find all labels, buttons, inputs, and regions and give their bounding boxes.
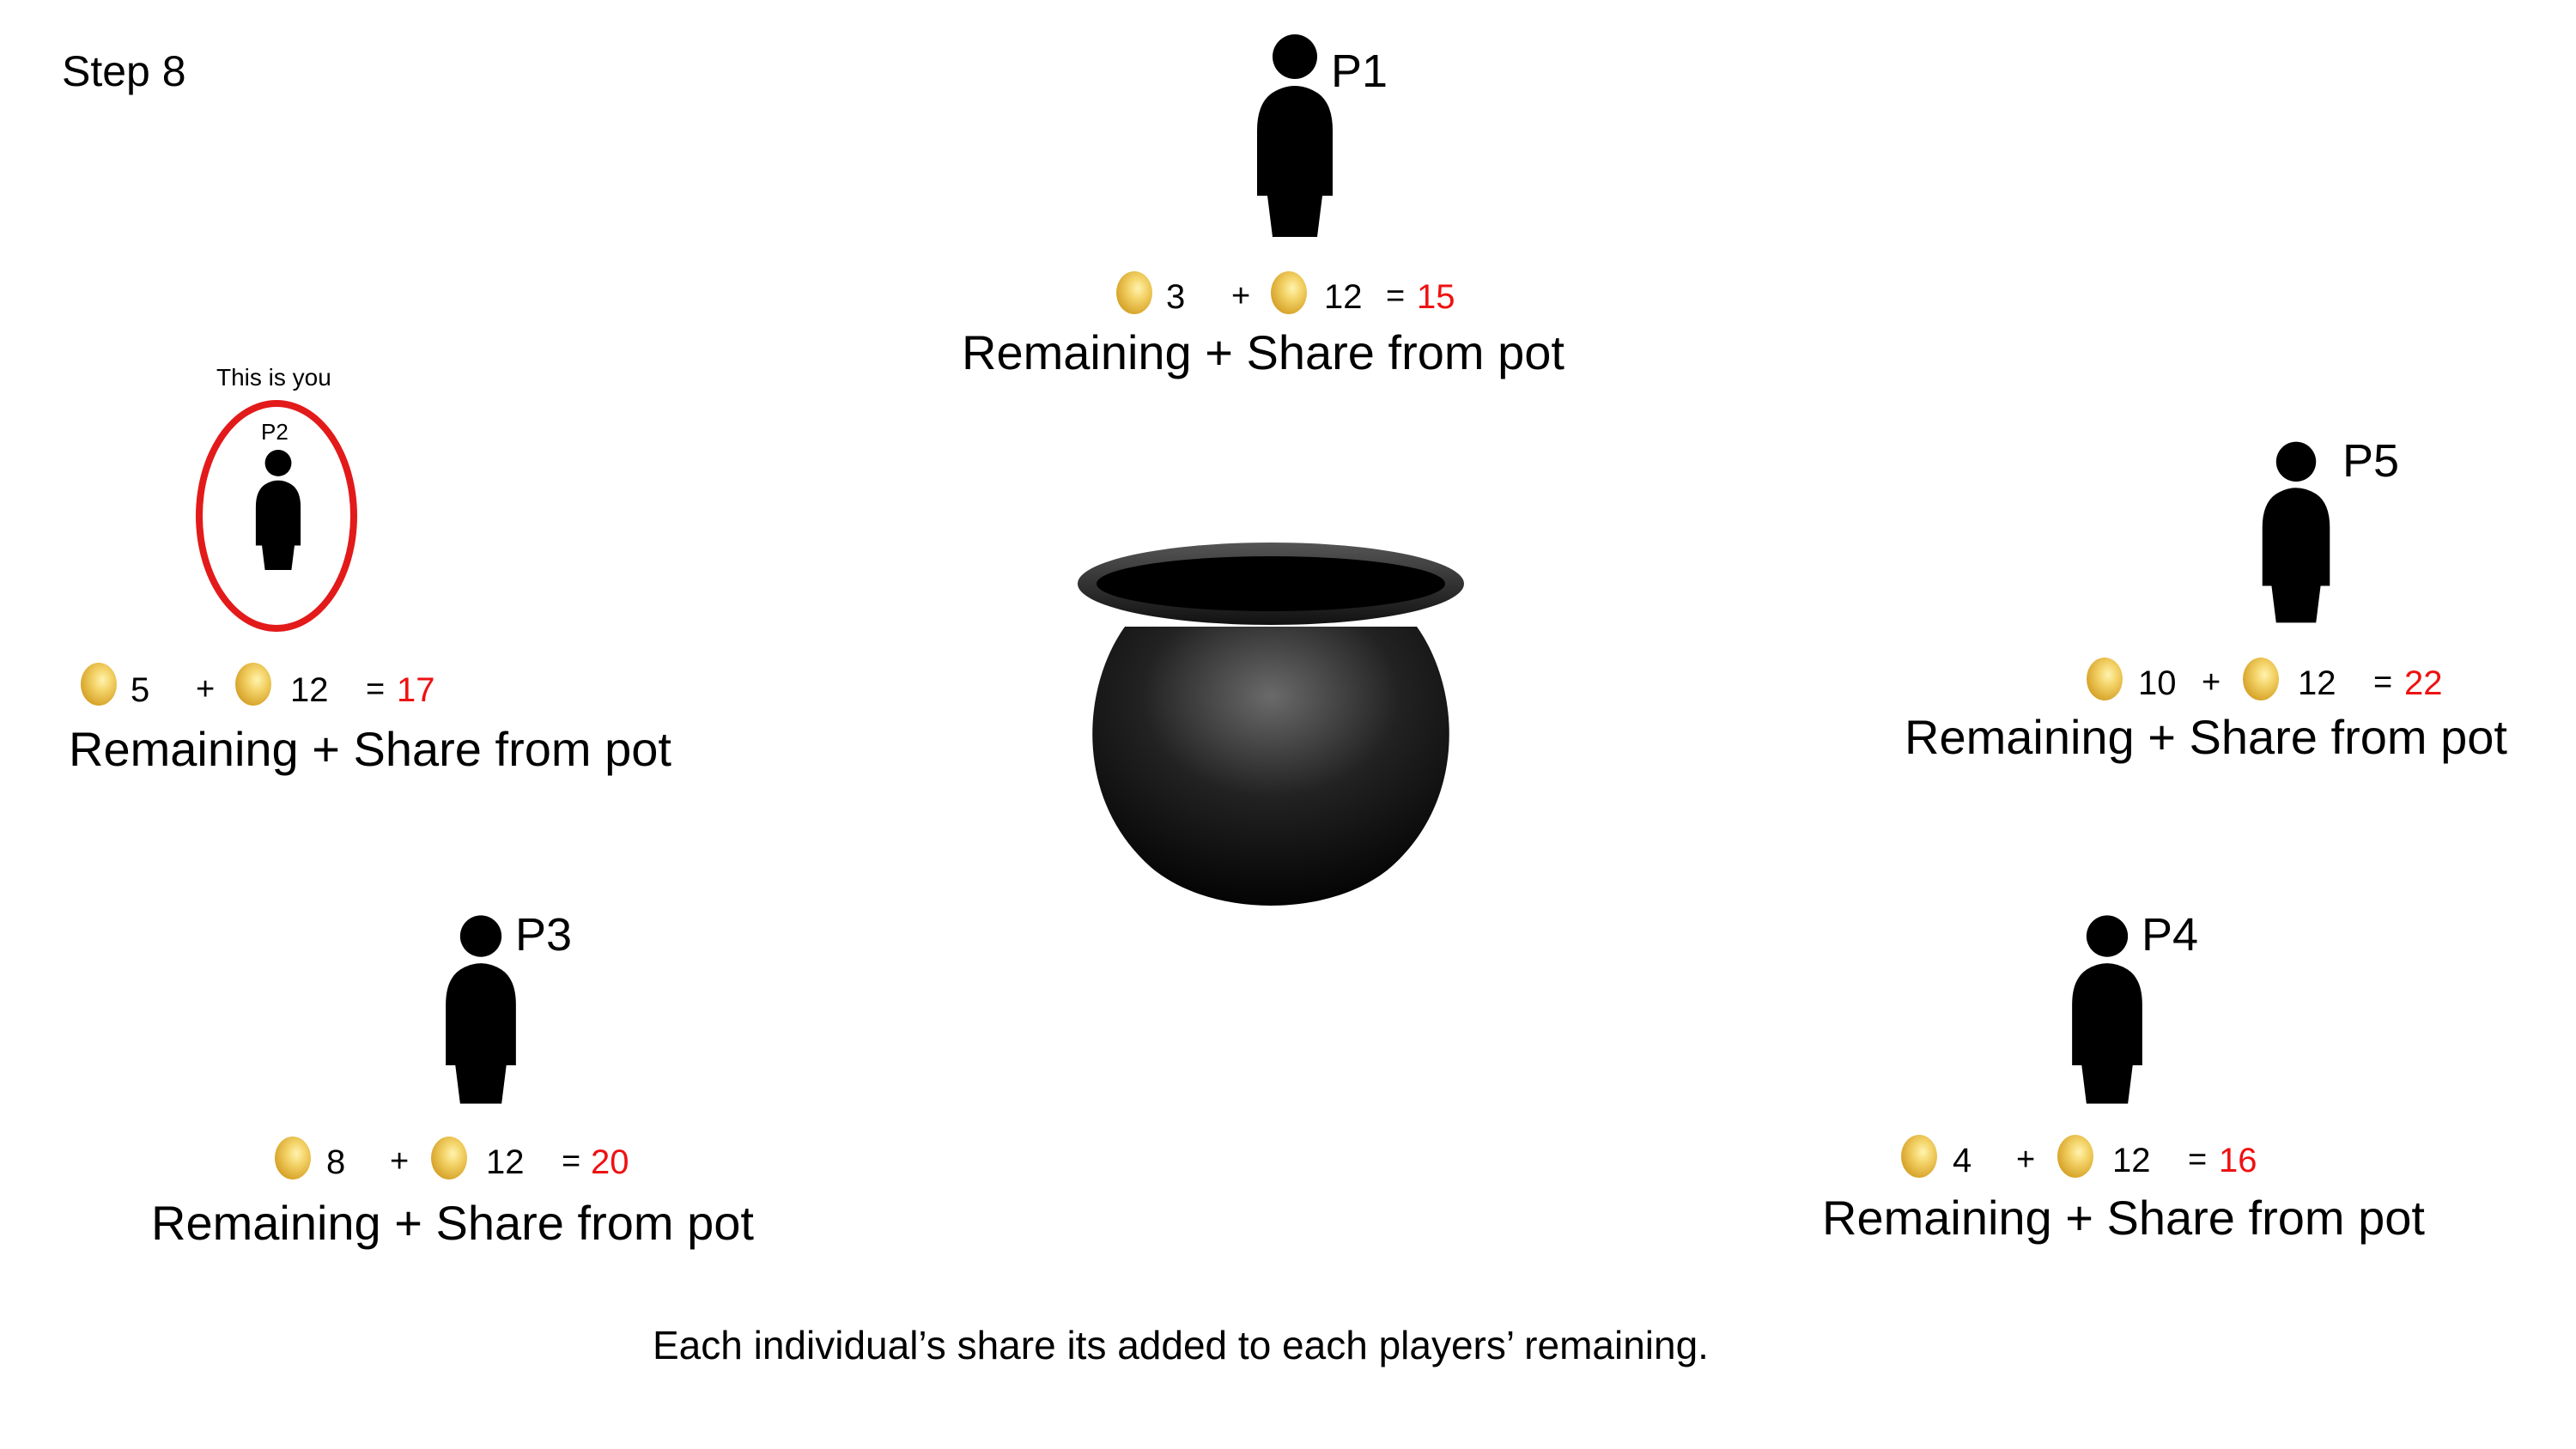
person-icon bbox=[2072, 915, 2142, 1104]
player-p4-plus: + bbox=[2016, 1142, 2036, 1178]
coin-icon bbox=[235, 663, 271, 706]
player-p1-figure bbox=[1247, 34, 1343, 237]
player-p2-plus: + bbox=[196, 671, 216, 707]
coin-icon bbox=[81, 663, 117, 706]
step-label: Step 8 bbox=[62, 47, 186, 95]
pot-icon bbox=[1078, 543, 1464, 906]
person-icon bbox=[255, 450, 301, 570]
coin-icon bbox=[2087, 658, 2123, 700]
person-icon bbox=[1257, 34, 1333, 237]
player-p3-figure bbox=[436, 910, 526, 1109]
you-highlight-ring bbox=[196, 400, 357, 632]
player-p4-caption: Remaining + Share from pot bbox=[1822, 1191, 2425, 1245]
player-p1-share: 12 bbox=[1324, 278, 1363, 316]
player-p2-remaining: 5 bbox=[131, 671, 150, 709]
player-p3-remaining: 8 bbox=[326, 1143, 346, 1181]
coin-icon bbox=[1271, 271, 1307, 314]
player-p5-plus: + bbox=[2202, 664, 2221, 700]
player-p5-caption: Remaining + Share from pot bbox=[1905, 710, 2507, 764]
player-p3-label: P3 bbox=[515, 909, 573, 961]
coin-icon bbox=[431, 1137, 467, 1179]
player-p2-label: P2 bbox=[261, 419, 289, 445]
coin-icon bbox=[1116, 271, 1152, 314]
pot-graphic bbox=[1073, 541, 1468, 931]
player-p1-equals: = bbox=[1386, 278, 1406, 314]
player-p5-share: 12 bbox=[2298, 664, 2336, 702]
player-p2-equals: = bbox=[366, 671, 386, 707]
player-p4-remaining: 4 bbox=[1953, 1142, 1972, 1179]
coin-icon bbox=[2243, 658, 2279, 700]
player-p3-plus: + bbox=[390, 1143, 410, 1179]
player-p1-total: 15 bbox=[1417, 278, 1455, 316]
player-p3-caption: Remaining + Share from pot bbox=[151, 1196, 754, 1250]
coin-icon bbox=[1901, 1135, 1937, 1178]
player-p2-caption: Remaining + Share from pot bbox=[69, 722, 671, 776]
coin-icon bbox=[2057, 1135, 2093, 1178]
player-p3-total: 20 bbox=[591, 1143, 629, 1181]
player-p5-label: P5 bbox=[2342, 435, 2400, 487]
player-p4-equals: = bbox=[2188, 1142, 2208, 1178]
player-p1-plus: + bbox=[1231, 278, 1251, 314]
player-p2-share: 12 bbox=[290, 671, 329, 709]
player-p1-label: P1 bbox=[1331, 45, 1388, 97]
player-p5-remaining: 10 bbox=[2138, 664, 2177, 702]
player-p4-label: P4 bbox=[2142, 909, 2199, 961]
player-p4-total: 16 bbox=[2219, 1142, 2257, 1179]
player-p5-figure bbox=[2253, 434, 2339, 630]
player-p3-equals: = bbox=[562, 1143, 581, 1179]
player-p2-figure bbox=[244, 450, 313, 570]
player-p3-share: 12 bbox=[486, 1143, 525, 1181]
person-icon bbox=[2262, 441, 2330, 623]
player-p4-share: 12 bbox=[2112, 1142, 2151, 1179]
you-caption: This is you bbox=[216, 364, 331, 391]
player-p2-total: 17 bbox=[397, 671, 435, 709]
coin-icon bbox=[275, 1137, 311, 1179]
footer-explanation: Each individual’s share its added to eac… bbox=[653, 1323, 1709, 1367]
person-icon bbox=[446, 915, 516, 1104]
player-p5-equals: = bbox=[2373, 664, 2393, 700]
player-p4-figure bbox=[2063, 910, 2152, 1109]
player-p5-total: 22 bbox=[2404, 664, 2443, 702]
player-p1-remaining: 3 bbox=[1166, 278, 1186, 316]
player-p1-caption: Remaining + Share from pot bbox=[962, 325, 1564, 379]
